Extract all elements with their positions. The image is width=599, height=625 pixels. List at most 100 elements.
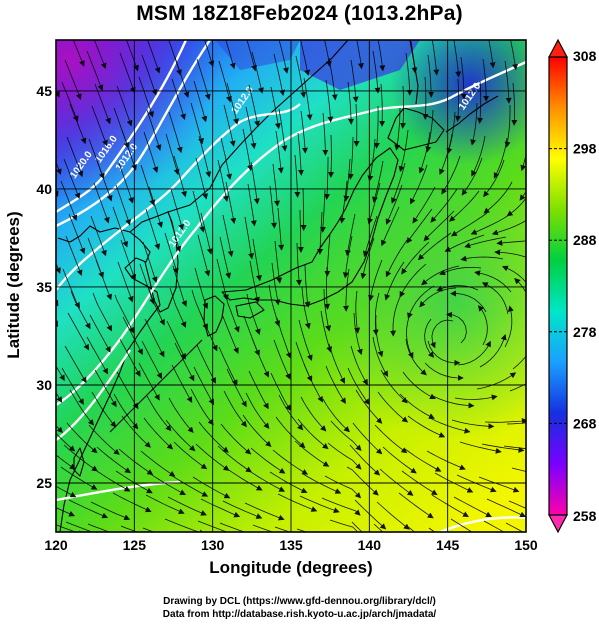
streamline xyxy=(195,157,209,200)
streamline xyxy=(68,213,86,255)
streamline xyxy=(470,214,510,235)
streamline xyxy=(506,422,526,425)
streamline xyxy=(148,186,163,229)
streamline xyxy=(456,474,497,493)
streamline xyxy=(436,285,479,292)
streamline xyxy=(538,298,549,338)
streamline xyxy=(405,338,427,376)
streamline xyxy=(441,155,461,195)
streamline xyxy=(117,261,134,303)
streamline xyxy=(294,440,330,467)
x-axis-ticks: 120 125 130 135 140 145 150 xyxy=(44,537,538,553)
streamline xyxy=(193,80,208,123)
streamline xyxy=(94,40,107,70)
streamline xyxy=(56,524,85,532)
streamline xyxy=(372,50,381,94)
streamline xyxy=(72,40,85,67)
streamline xyxy=(275,416,306,449)
streamline xyxy=(323,288,332,332)
streamline xyxy=(372,292,380,336)
streamline xyxy=(146,395,172,432)
streamline xyxy=(344,213,356,257)
streamline xyxy=(406,208,433,244)
streamline xyxy=(519,190,526,201)
streamline xyxy=(419,287,457,308)
streamline xyxy=(531,107,533,149)
streamline xyxy=(61,367,84,405)
streamline xyxy=(355,389,383,424)
streamline xyxy=(426,450,466,470)
streamline xyxy=(431,40,440,76)
streamline xyxy=(424,318,435,358)
streamline xyxy=(432,395,475,409)
streamline xyxy=(353,103,360,147)
streamline xyxy=(380,369,408,404)
streamline xyxy=(226,368,247,408)
streamline xyxy=(138,362,160,401)
streamline xyxy=(483,181,513,214)
streamline xyxy=(164,232,179,275)
streamline xyxy=(509,383,526,392)
streamline xyxy=(304,264,311,308)
streamline xyxy=(56,454,76,470)
streamline xyxy=(486,498,526,518)
streamline xyxy=(374,424,408,454)
streamline xyxy=(482,58,490,102)
streamline xyxy=(342,235,353,279)
streamline xyxy=(476,372,517,390)
streamline xyxy=(112,492,152,513)
lat-lon-grid xyxy=(56,40,526,532)
streamline xyxy=(197,234,211,277)
y-tick-label: 25 xyxy=(36,475,52,491)
streamline xyxy=(343,158,351,202)
streamline xyxy=(301,286,311,330)
streamline xyxy=(198,135,212,178)
streamline xyxy=(60,180,78,222)
streamline xyxy=(66,136,84,178)
streamline xyxy=(218,346,238,386)
streamline xyxy=(488,40,496,69)
streamline xyxy=(322,112,329,156)
streamline xyxy=(277,207,285,251)
streamline xyxy=(96,446,132,474)
streamline xyxy=(317,211,324,255)
streamline xyxy=(270,372,291,412)
streamline xyxy=(504,60,512,104)
streamline xyxy=(382,446,417,474)
streamline xyxy=(118,162,134,204)
streamline xyxy=(222,214,234,258)
streamline xyxy=(381,206,400,247)
colorbar-ticks: 308 298 288 278 268 258 xyxy=(549,48,597,524)
streamline xyxy=(142,527,155,532)
streamline xyxy=(56,507,76,517)
streamline xyxy=(173,441,208,470)
streamline xyxy=(278,108,288,152)
chart-title: MSM 18Z18Feb2024 (1013.2hPa) xyxy=(136,2,463,25)
streamline xyxy=(142,241,158,283)
streamline xyxy=(277,493,318,512)
streamline xyxy=(145,208,161,250)
streamline xyxy=(460,255,504,262)
streamline xyxy=(119,338,141,377)
streamline xyxy=(194,267,209,310)
streamline xyxy=(511,82,518,126)
streamline xyxy=(273,339,291,380)
streamline xyxy=(223,390,247,428)
streamline xyxy=(168,111,183,154)
coastline-shikoku xyxy=(235,301,265,319)
streamline xyxy=(329,519,359,532)
streamline xyxy=(479,333,507,368)
streamline xyxy=(330,420,362,452)
streamline xyxy=(501,265,526,284)
streamline xyxy=(196,58,211,101)
streamline xyxy=(385,239,408,278)
streamline xyxy=(112,206,129,248)
streamline xyxy=(504,105,511,148)
streamline xyxy=(356,40,364,70)
streamline xyxy=(520,152,526,172)
streamline xyxy=(96,160,113,202)
streamline xyxy=(36,212,52,251)
streamline xyxy=(446,311,467,344)
x-tick-label: 125 xyxy=(123,537,147,553)
streamline xyxy=(165,419,196,452)
